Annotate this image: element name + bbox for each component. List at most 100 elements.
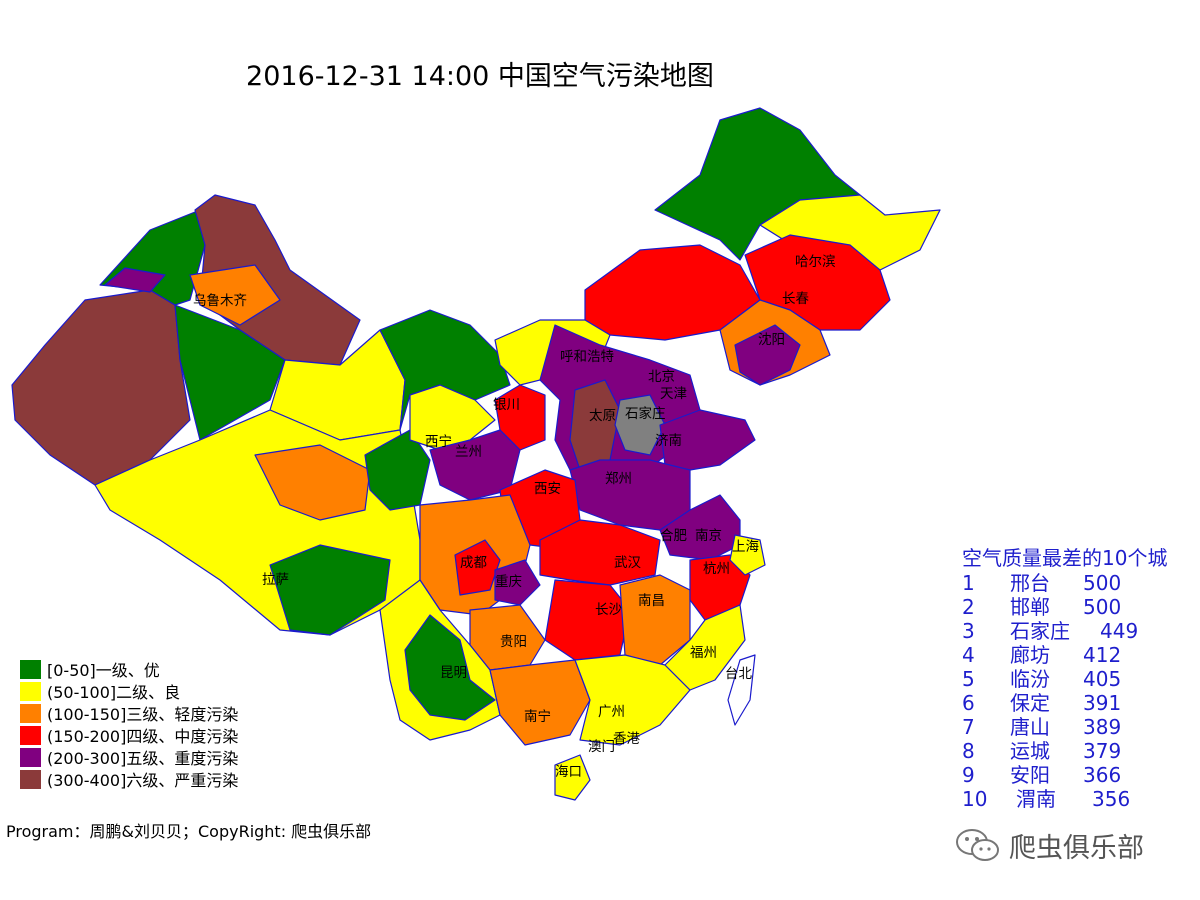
legend-item: (200-300]五级、重度污染 [20, 746, 238, 768]
city-label: 长春 [782, 291, 810, 307]
rank-aqi: 366 [1083, 763, 1122, 787]
city-label: 成都 [460, 555, 487, 571]
city-label: 上海 [732, 539, 759, 555]
program-credit: Program：周鹏&刘贝贝；CopyRight: 爬虫俱乐部 [6, 822, 372, 841]
legend-swatch-moderate [20, 681, 41, 701]
city-label: 济南 [655, 433, 682, 449]
region-shanghai [729, 534, 766, 576]
rank-aqi: 412 [1083, 643, 1122, 667]
rank-city: 唐山 [1010, 715, 1050, 739]
rank-number: 5 [962, 667, 975, 691]
city-label: 南京 [695, 528, 722, 544]
city-label: 昆明 [440, 665, 467, 681]
region-xinjiang-north [99, 209, 206, 306]
ranking-row: 7 唐山 389 [962, 715, 1167, 739]
city-label: 贵阳 [500, 634, 527, 650]
city-label: 石家庄 [625, 405, 666, 422]
wechat-icon [956, 828, 999, 861]
region-hainan [554, 754, 591, 801]
rank-number: 7 [962, 715, 975, 739]
city-label: 沈阳 [758, 332, 785, 348]
rank-aqi: 449 [1100, 619, 1139, 643]
legend-swatch-good [20, 659, 41, 679]
rank-aqi: 405 [1083, 667, 1122, 691]
rank-city: 安阳 [1010, 763, 1050, 787]
legend-label: (150-200]四级、中度污染 [47, 727, 239, 746]
ranking-row: 3 石家庄 449 [962, 619, 1167, 643]
rank-city: 石家庄 [1010, 619, 1070, 643]
rank-number: 1 [962, 571, 975, 595]
watermark-text: 爬虫俱乐部 [1009, 833, 1144, 864]
city-label: 台北 [725, 666, 753, 682]
city-label: 长沙 [595, 602, 622, 618]
city-label: 天津 [660, 386, 687, 402]
ranking-row: 2 邯郸 500 [962, 595, 1167, 619]
rank-aqi: 500 [1083, 595, 1122, 619]
legend-item: (50-100]二级、良 [20, 680, 238, 702]
rank-number: 2 [962, 595, 975, 619]
city-label: 南昌 [638, 593, 665, 609]
city-label: 合肥 [660, 528, 687, 544]
map-legend: [0-50]一级、优 (50-100]二级、良 (100-150]三级、轻度污染… [20, 658, 238, 790]
city-label: 哈尔滨 [795, 254, 836, 270]
city-labels: 乌鲁木齐 哈尔滨 长春 沈阳 呼和浩特 北京 天津 银川 太原 石家庄 西宁 兰… [193, 254, 836, 780]
city-label: 太原 [589, 408, 616, 424]
legend-item: (300-400]六级、严重污染 [20, 768, 238, 790]
region-gansu-purple [429, 429, 521, 501]
legend-label: (300-400]六级、严重污染 [47, 771, 239, 790]
rank-number: 10 [962, 787, 988, 811]
rank-city: 邢台 [1010, 571, 1050, 595]
legend-item: [0-50]一级、优 [20, 658, 238, 680]
region-nodata [614, 394, 666, 456]
legend-swatch-medium [20, 725, 41, 745]
region-taiwan [727, 654, 756, 726]
rank-aqi: 391 [1083, 691, 1122, 715]
legend-label: (200-300]五级、重度污染 [47, 749, 239, 768]
city-label: 武汉 [614, 555, 642, 571]
rank-aqi: 500 [1083, 571, 1122, 595]
ranking-row: 9 安阳 366 [962, 763, 1167, 787]
region-hunan [544, 579, 631, 661]
city-label: 重庆 [495, 574, 522, 590]
ranking-row: 10 渭南 356 [962, 787, 1167, 811]
legend-label: (50-100]二级、良 [47, 683, 181, 702]
legend-item: (150-200]四级、中度污染 [20, 724, 238, 746]
region-heilongjiang-green [654, 107, 861, 261]
region-tibet-orange [254, 444, 371, 521]
region-chongqing [494, 559, 541, 606]
legend-swatch-severe [20, 769, 41, 789]
rank-city: 邯郸 [1010, 595, 1050, 619]
region-tibet-green [269, 544, 391, 636]
city-label: 南宁 [524, 708, 551, 725]
china-pollution-map: 乌鲁木齐 哈尔滨 长春 沈阳 呼和浩特 北京 天津 银川 太原 石家庄 西宁 兰… [11, 107, 941, 801]
ranking-row: 6 保定 391 [962, 691, 1167, 715]
city-label: 乌鲁木齐 [193, 293, 247, 309]
city-label: 杭州 [703, 561, 730, 577]
rank-city: 渭南 [1016, 787, 1056, 811]
legend-swatch-heavy [20, 747, 41, 767]
region-yunnan-green [404, 614, 496, 721]
rank-aqi: 389 [1083, 715, 1122, 739]
ranking-row: 1 邢台 500 [962, 571, 1167, 595]
ranking-row: 4 廊坊 412 [962, 643, 1167, 667]
map-regions [11, 107, 941, 801]
region-fujian [664, 604, 746, 691]
ranking-row: 8 运城 379 [962, 739, 1167, 763]
region-guangdong [574, 654, 691, 746]
region-liaoning-purple [734, 324, 801, 386]
rank-city: 临汾 [1010, 667, 1050, 691]
legend-label: [0-50]一级、优 [47, 661, 160, 680]
rank-aqi: 356 [1092, 787, 1131, 811]
region-jiangsu-anhui [659, 494, 741, 561]
region-gansu [409, 384, 496, 451]
region-xinjiang-purple [104, 267, 166, 293]
city-label: 西宁 [425, 433, 452, 450]
ranking-title: 空气质量最差的10个城 [962, 546, 1168, 570]
city-label: 郑州 [605, 471, 632, 487]
rank-number: 9 [962, 763, 975, 787]
city-label: 海口 [555, 764, 582, 780]
wechat-watermark: 爬虫俱乐部 [955, 826, 1144, 865]
city-label: 澳门 [588, 739, 615, 755]
legend-item: (100-150]三级、轻度污染 [20, 702, 238, 724]
city-label: 拉萨 [262, 572, 289, 588]
